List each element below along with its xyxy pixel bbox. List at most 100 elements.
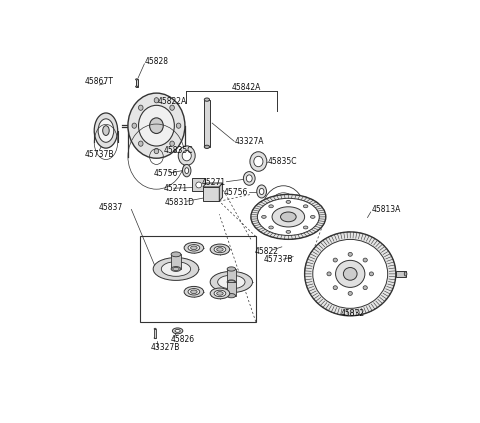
Ellipse shape bbox=[98, 119, 114, 142]
Ellipse shape bbox=[333, 258, 337, 262]
Ellipse shape bbox=[204, 98, 210, 101]
Ellipse shape bbox=[154, 328, 156, 330]
Ellipse shape bbox=[243, 172, 255, 185]
Text: 45737B: 45737B bbox=[264, 255, 293, 264]
Ellipse shape bbox=[272, 207, 305, 227]
Bar bbox=[396, 271, 406, 277]
Text: 45813A: 45813A bbox=[372, 205, 401, 214]
Ellipse shape bbox=[210, 272, 252, 293]
Ellipse shape bbox=[269, 205, 273, 208]
Ellipse shape bbox=[135, 86, 138, 87]
Text: 45271: 45271 bbox=[164, 184, 188, 193]
Ellipse shape bbox=[191, 290, 197, 294]
Bar bbox=[227, 282, 236, 296]
Ellipse shape bbox=[196, 182, 202, 188]
Ellipse shape bbox=[204, 145, 210, 148]
Ellipse shape bbox=[132, 123, 137, 128]
Text: 45835C: 45835C bbox=[268, 157, 297, 166]
Ellipse shape bbox=[327, 272, 331, 276]
Bar bbox=[203, 187, 219, 201]
Ellipse shape bbox=[348, 253, 352, 256]
Text: 45822A: 45822A bbox=[158, 97, 187, 107]
Ellipse shape bbox=[303, 226, 308, 229]
Text: 45826: 45826 bbox=[170, 335, 194, 343]
Text: 43327B: 43327B bbox=[151, 343, 180, 352]
Text: 45837: 45837 bbox=[98, 203, 123, 212]
Ellipse shape bbox=[173, 267, 179, 271]
Ellipse shape bbox=[139, 105, 143, 110]
Ellipse shape bbox=[182, 151, 192, 161]
Text: 45271: 45271 bbox=[201, 178, 226, 187]
Bar bbox=[204, 100, 210, 147]
Ellipse shape bbox=[313, 239, 388, 308]
Ellipse shape bbox=[139, 105, 174, 146]
Ellipse shape bbox=[161, 262, 191, 276]
Ellipse shape bbox=[182, 165, 191, 177]
Ellipse shape bbox=[336, 260, 365, 287]
Ellipse shape bbox=[216, 247, 223, 251]
Ellipse shape bbox=[363, 258, 367, 262]
Ellipse shape bbox=[303, 205, 308, 208]
Bar bbox=[135, 80, 138, 87]
Text: 45756: 45756 bbox=[224, 188, 248, 197]
Ellipse shape bbox=[227, 267, 236, 271]
Ellipse shape bbox=[216, 291, 223, 295]
Ellipse shape bbox=[170, 105, 174, 110]
Ellipse shape bbox=[343, 267, 357, 280]
Ellipse shape bbox=[305, 232, 396, 316]
Ellipse shape bbox=[257, 198, 319, 236]
Text: 45737B: 45737B bbox=[85, 150, 114, 159]
Ellipse shape bbox=[210, 288, 230, 299]
Text: 45832: 45832 bbox=[340, 310, 365, 319]
Ellipse shape bbox=[227, 280, 236, 284]
Ellipse shape bbox=[363, 286, 367, 290]
Text: 45842A: 45842A bbox=[231, 83, 261, 92]
Bar bbox=[227, 269, 236, 282]
Ellipse shape bbox=[188, 288, 200, 295]
Ellipse shape bbox=[250, 152, 267, 171]
Ellipse shape bbox=[154, 148, 159, 154]
Ellipse shape bbox=[128, 93, 185, 158]
Ellipse shape bbox=[171, 266, 181, 272]
Bar bbox=[154, 329, 156, 338]
Ellipse shape bbox=[286, 231, 290, 233]
Ellipse shape bbox=[254, 156, 263, 167]
Ellipse shape bbox=[214, 290, 226, 297]
Ellipse shape bbox=[154, 338, 156, 339]
Ellipse shape bbox=[172, 328, 183, 334]
Ellipse shape bbox=[210, 244, 230, 255]
Ellipse shape bbox=[191, 246, 197, 250]
Polygon shape bbox=[203, 183, 223, 187]
Ellipse shape bbox=[153, 258, 199, 280]
Text: 43327A: 43327A bbox=[235, 137, 264, 146]
Ellipse shape bbox=[185, 168, 189, 173]
Polygon shape bbox=[219, 183, 223, 201]
Ellipse shape bbox=[333, 286, 337, 290]
Ellipse shape bbox=[251, 195, 326, 239]
Ellipse shape bbox=[135, 79, 138, 80]
Ellipse shape bbox=[170, 141, 174, 146]
Ellipse shape bbox=[280, 212, 296, 222]
Ellipse shape bbox=[311, 215, 315, 218]
Text: 45831D: 45831D bbox=[165, 198, 194, 207]
Text: 45756: 45756 bbox=[154, 169, 178, 179]
Ellipse shape bbox=[228, 280, 235, 284]
Ellipse shape bbox=[286, 201, 290, 203]
Ellipse shape bbox=[184, 242, 204, 253]
Ellipse shape bbox=[178, 146, 195, 165]
Ellipse shape bbox=[348, 291, 352, 295]
Text: 45828: 45828 bbox=[144, 57, 168, 66]
Ellipse shape bbox=[269, 226, 273, 229]
Ellipse shape bbox=[262, 215, 266, 218]
Ellipse shape bbox=[227, 294, 236, 298]
Ellipse shape bbox=[171, 252, 181, 257]
Ellipse shape bbox=[369, 272, 373, 276]
Bar bbox=[171, 254, 181, 269]
Ellipse shape bbox=[404, 272, 407, 276]
Ellipse shape bbox=[246, 175, 252, 182]
Ellipse shape bbox=[217, 275, 245, 289]
Ellipse shape bbox=[176, 123, 181, 128]
Text: 45822: 45822 bbox=[255, 247, 279, 255]
Bar bbox=[140, 236, 256, 322]
Ellipse shape bbox=[150, 118, 163, 134]
